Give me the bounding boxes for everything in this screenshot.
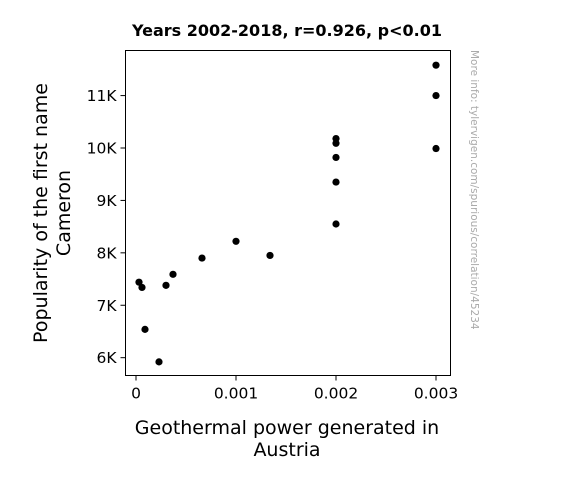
chart-title: Years 2002-2018, r=0.926, p<0.01 (131, 21, 442, 40)
data-point (162, 281, 170, 289)
data-point (332, 134, 340, 143)
x-axis-label-line-2: Austria (253, 439, 320, 461)
x-tick-label: 0.001 (214, 385, 258, 403)
y-tick-label: 7K (96, 297, 117, 315)
y-tick-label: 9K (96, 192, 117, 210)
y-axis-label-line-1: Popularity of the first name (30, 83, 52, 343)
y-tick-label: 10K (87, 140, 118, 158)
data-point (332, 153, 340, 162)
data-point (232, 237, 240, 245)
x-tick-label: 0.003 (414, 385, 458, 403)
data-points (135, 61, 440, 366)
x-tick-label: 0.002 (314, 385, 358, 403)
source-watermark: More info: tylervigen.com/spurious/corre… (468, 50, 480, 330)
x-axis-label-line-1: Geothermal power generated in (135, 417, 439, 439)
data-point (155, 358, 163, 366)
y-tick-label: 11K (87, 87, 118, 105)
y-axis: 6K 7K 8K 9K 10K 11K (87, 87, 126, 367)
data-point (432, 61, 440, 69)
data-point (141, 325, 149, 333)
x-axis: 0 0.001 0.002 0.003 (131, 375, 458, 403)
data-point (169, 270, 177, 278)
data-point (266, 251, 274, 260)
y-tick-label: 6K (96, 349, 117, 367)
data-point (138, 283, 146, 292)
data-point (198, 254, 206, 262)
data-point (432, 144, 440, 153)
x-tick-label: 0 (131, 385, 141, 403)
y-axis-label-line-2: Cameron (53, 170, 75, 256)
data-point (432, 91, 440, 100)
y-tick-label: 8K (96, 244, 117, 262)
data-point (135, 278, 143, 286)
plot-area (125, 50, 451, 376)
data-point (332, 220, 340, 228)
data-point (332, 178, 340, 186)
